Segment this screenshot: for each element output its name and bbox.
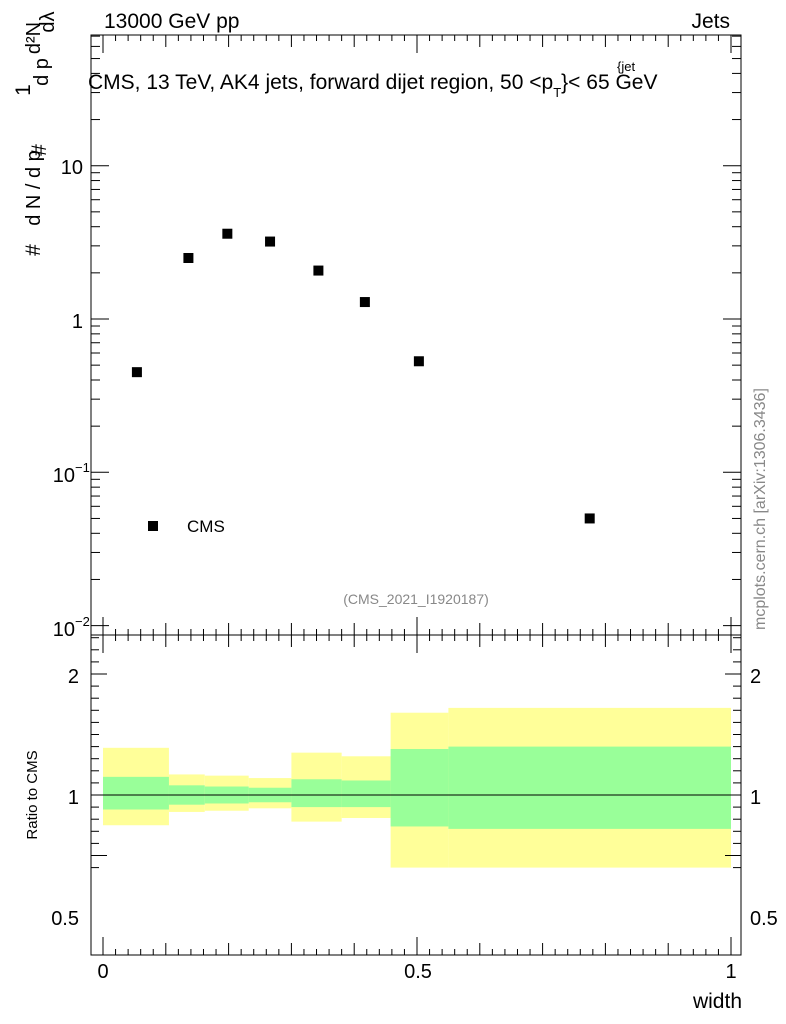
svg-text:1: 1 (12, 84, 35, 96)
ratio-y-tick-right-2: 2 (750, 666, 761, 688)
ratio-y-tick-left-0.5: 0.5 (51, 908, 79, 930)
cms-data-points (131, 228, 595, 524)
x-tick-label-0: 0 (97, 961, 108, 983)
data-point-5 (313, 265, 324, 276)
y-tick-exp-0.1: −1 (75, 460, 90, 475)
data-point-1 (131, 367, 142, 378)
data-point-3 (222, 228, 233, 239)
svg-text:#: # (22, 244, 45, 256)
ratio-y-tick-right-0.5: 0.5 (750, 908, 778, 930)
svg-text:d N / d p: d N / d p (23, 150, 45, 226)
energy-label: 13000 GeV pp (104, 10, 239, 33)
stat-uncertainty-band-6 (341, 780, 391, 808)
data-point-8 (584, 513, 595, 524)
svg-text:#: # (28, 144, 51, 156)
data-point-7 (413, 356, 424, 367)
ratio-axis-ticks (91, 635, 741, 955)
x-tick-label-1: 1 (725, 961, 736, 983)
data-point-6 (359, 297, 370, 308)
x-tick-label-0.5: 0.5 (404, 961, 432, 983)
ratio-y-tick-left-2: 2 (68, 666, 79, 688)
x-axis-label: width (692, 990, 742, 1013)
ratio-bands (103, 707, 731, 868)
svg-text:dλ: dλ (37, 11, 59, 32)
main-plot-frame (90, 34, 742, 636)
analysis-tag: (CMS_2021_I1920187) (343, 591, 489, 607)
data-point-2 (183, 252, 194, 263)
stat-uncertainty-band-7 (390, 749, 449, 827)
category-label: Jets (691, 10, 730, 33)
y-tick-label-1: 1 (72, 311, 83, 333)
plot-title: CMS, 13 TeV, AK4 jets, forward dijet reg… (88, 71, 657, 100)
main-y-axis-label: # # 1 d N / d p d p d²N dλ (12, 11, 59, 255)
data-point-4 (265, 236, 276, 247)
ratio-y-tick-left-1: 1 (68, 787, 79, 809)
svg-text:d p: d p (31, 58, 53, 86)
stat-uncertainty-band-8 (448, 746, 731, 829)
y-tick-label-10: 10 (61, 157, 83, 179)
ratio-y-tick-right-1: 1 (750, 787, 761, 809)
y-tick-exp-0.01: −2 (75, 614, 90, 629)
legend-marker (148, 521, 158, 531)
legend-label: CMS (187, 517, 225, 536)
stat-uncertainty-band-1 (103, 776, 169, 810)
ratio-y-axis-label: Ratio to CMS (24, 750, 41, 839)
stat-uncertainty-band-5 (291, 779, 342, 808)
main-axis-ticks (91, 35, 741, 635)
svg-text:d²N: d²N (23, 22, 45, 54)
y-tick-label-0.1: 10 (53, 465, 75, 487)
y-tick-label-0.01: 10 (53, 619, 75, 641)
watermark: mcplots.cern.ch [arXiv:1306.3436] (752, 388, 769, 630)
plot-title-superscript: {jet (617, 59, 635, 74)
